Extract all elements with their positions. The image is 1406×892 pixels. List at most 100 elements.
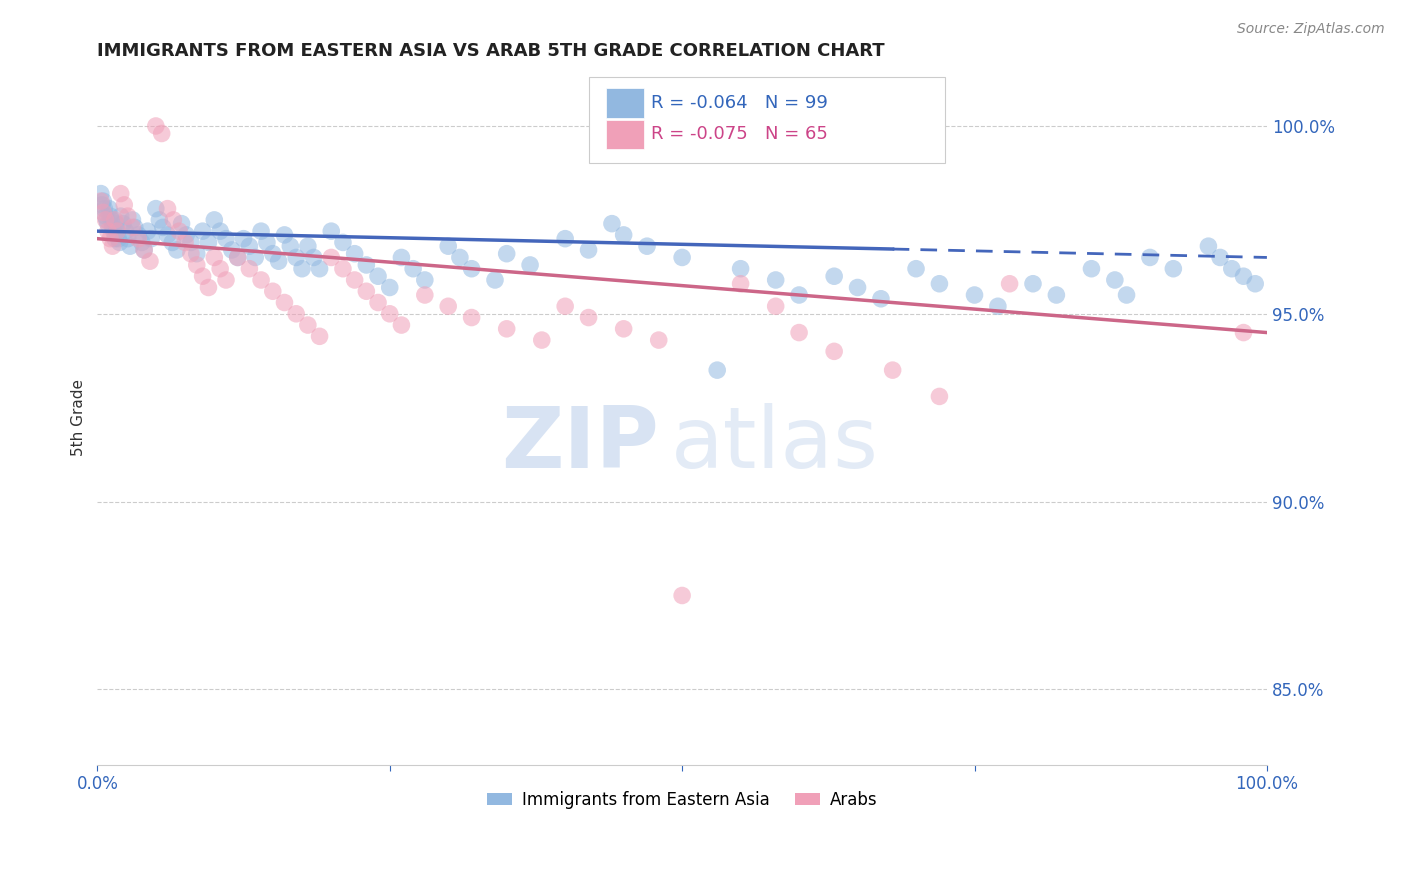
- Point: [356, 258, 378, 272]
- Point: [308, 329, 330, 343]
- Point: [554, 232, 576, 246]
- Point: [170, 217, 193, 231]
- Point: [202, 251, 225, 265]
- Point: [114, 224, 136, 238]
- Y-axis label: 5th Grade: 5th Grade: [72, 378, 86, 456]
- Point: [1080, 261, 1102, 276]
- Point: [91, 194, 114, 208]
- Point: [97, 224, 120, 238]
- Point: [378, 307, 401, 321]
- Point: [297, 318, 319, 332]
- Point: [145, 119, 167, 133]
- Point: [484, 273, 506, 287]
- Point: [112, 217, 135, 231]
- Point: [671, 251, 693, 265]
- FancyBboxPatch shape: [606, 120, 644, 149]
- Point: [105, 217, 128, 231]
- Point: [136, 224, 159, 238]
- Point: [1244, 277, 1267, 291]
- Point: [285, 307, 308, 321]
- Point: [928, 277, 950, 291]
- Point: [367, 269, 389, 284]
- Point: [209, 224, 232, 238]
- Point: [112, 198, 135, 212]
- Point: [226, 251, 249, 265]
- Point: [156, 202, 179, 216]
- Point: [519, 258, 541, 272]
- Point: [104, 213, 127, 227]
- Point: [180, 235, 202, 250]
- Point: [104, 232, 127, 246]
- Point: [391, 318, 413, 332]
- Point: [787, 288, 810, 302]
- Point: [94, 213, 117, 227]
- Point: [166, 243, 188, 257]
- Point: [98, 202, 121, 216]
- Point: [402, 261, 425, 276]
- Point: [823, 344, 845, 359]
- Point: [100, 213, 122, 227]
- Point: [245, 251, 267, 265]
- Point: [117, 232, 139, 246]
- Point: [150, 127, 173, 141]
- Point: [343, 273, 366, 287]
- Point: [613, 227, 636, 242]
- Point: [256, 235, 278, 250]
- Point: [1209, 251, 1232, 265]
- Point: [107, 232, 129, 246]
- Point: [1115, 288, 1137, 302]
- Point: [1232, 269, 1254, 284]
- Point: [600, 217, 623, 231]
- Point: [141, 232, 163, 246]
- Point: [613, 322, 636, 336]
- Point: [332, 261, 354, 276]
- Point: [636, 239, 658, 253]
- Point: [765, 273, 787, 287]
- Point: [648, 333, 671, 347]
- FancyBboxPatch shape: [606, 88, 644, 118]
- Point: [391, 251, 413, 265]
- Point: [209, 261, 232, 276]
- Point: [215, 273, 238, 287]
- Text: IMMIGRANTS FROM EASTERN ASIA VS ARAB 5TH GRADE CORRELATION CHART: IMMIGRANTS FROM EASTERN ASIA VS ARAB 5TH…: [97, 42, 884, 60]
- Point: [191, 269, 214, 284]
- Point: [308, 261, 330, 276]
- Point: [413, 288, 436, 302]
- Point: [117, 209, 139, 223]
- Point: [730, 277, 752, 291]
- Point: [101, 220, 124, 235]
- Point: [98, 209, 121, 223]
- Point: [110, 209, 132, 223]
- Text: Source: ZipAtlas.com: Source: ZipAtlas.com: [1237, 22, 1385, 37]
- Point: [460, 310, 482, 325]
- Point: [882, 363, 904, 377]
- Point: [1045, 288, 1067, 302]
- Point: [332, 235, 354, 250]
- Point: [262, 246, 284, 260]
- Point: [495, 322, 517, 336]
- Point: [321, 251, 343, 265]
- Point: [1022, 277, 1045, 291]
- Point: [97, 217, 120, 231]
- Point: [145, 202, 167, 216]
- Point: [870, 292, 893, 306]
- Point: [186, 246, 208, 260]
- Point: [226, 251, 249, 265]
- Point: [846, 280, 869, 294]
- Point: [267, 254, 290, 268]
- Point: [110, 186, 132, 201]
- Point: [1163, 261, 1185, 276]
- Point: [127, 232, 149, 246]
- Point: [90, 194, 112, 208]
- Point: [174, 227, 197, 242]
- Point: [367, 295, 389, 310]
- Point: [103, 224, 125, 238]
- Point: [437, 239, 460, 253]
- Point: [162, 213, 184, 227]
- Point: [495, 246, 517, 260]
- Point: [530, 333, 553, 347]
- Point: [321, 224, 343, 238]
- Point: [124, 220, 146, 235]
- Point: [460, 261, 482, 276]
- Point: [134, 243, 156, 257]
